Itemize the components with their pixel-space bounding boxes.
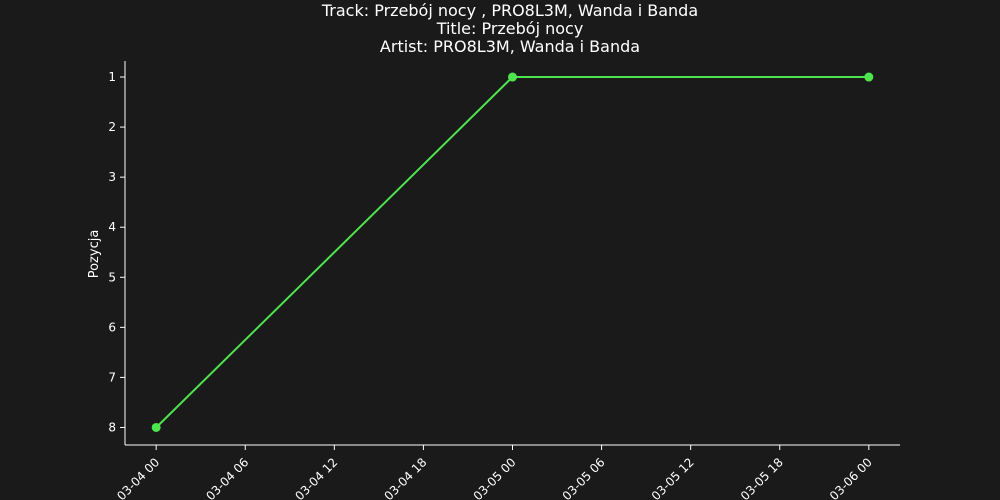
- x-tick-label: 03-04 06: [203, 455, 251, 500]
- x-ticks: 03-04 00 03-04 06 03-04 12 03-04 18 03-05 00…: [114, 445, 875, 500]
- x-tick-label: 03-04 18: [381, 455, 429, 500]
- y-tick-label: 5: [108, 270, 116, 284]
- y-tick-label: 8: [108, 420, 116, 434]
- y-tick-label: 6: [108, 320, 116, 334]
- x-tick-label: 03-05 12: [649, 455, 697, 500]
- y-ticks: 1 2 3 4 5 6 7 8: [108, 70, 125, 434]
- x-tick-label: 03-05 00: [471, 455, 519, 500]
- data-point: [864, 72, 874, 82]
- title-line-track: Track: Przebój nocy , PRO8L3M, Wanda i B…: [321, 1, 698, 20]
- x-tick-label: 03-05 18: [738, 455, 786, 500]
- y-tick-label: 3: [108, 170, 116, 184]
- x-tick-label: 03-04 12: [292, 455, 340, 500]
- series-line: [155, 76, 869, 429]
- y-tick-label: 1: [108, 70, 116, 84]
- title-line-title: Title: Przebój nocy: [436, 19, 584, 38]
- x-tick-label: 03-06 00: [827, 455, 875, 500]
- title-line-artist: Artist: PRO8L3M, Wanda i Banda: [380, 37, 640, 56]
- y-tick-label: 4: [108, 220, 116, 234]
- series-layer: [151, 72, 874, 432]
- y-axis-label: Pozycja: [87, 230, 102, 279]
- x-tick-label: 03-04 00: [114, 455, 162, 500]
- y-tick-label: 7: [108, 370, 116, 384]
- x-tick-label: 03-05 06: [560, 455, 608, 500]
- data-point: [508, 72, 517, 82]
- data-point: [151, 422, 161, 432]
- chart-title: Track: Przebój nocy , PRO8L3M, Wanda i B…: [321, 1, 698, 56]
- y-tick-label: 2: [108, 120, 116, 134]
